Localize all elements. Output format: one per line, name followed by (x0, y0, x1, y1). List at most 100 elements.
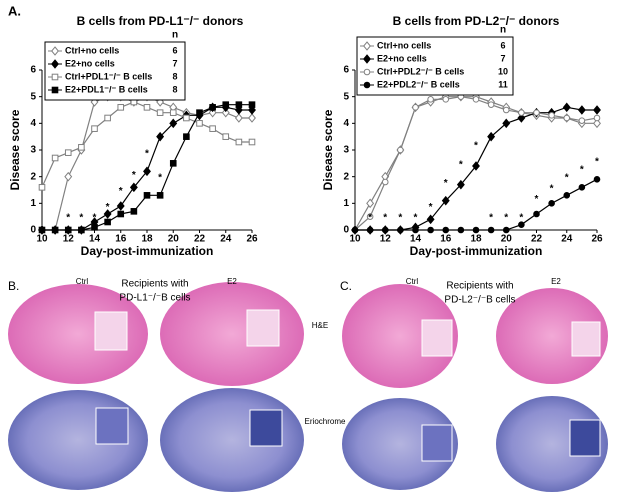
inset (246, 309, 280, 347)
legend-label: E2+PDL2⁻/⁻ B cells (377, 79, 460, 89)
y-tick-label: 0 (343, 225, 349, 236)
inset (249, 409, 283, 447)
x-tick-label: 20 (168, 234, 180, 245)
legend-n: 8 (172, 84, 177, 94)
marker (593, 114, 601, 122)
annotation: * (519, 213, 523, 224)
marker (248, 113, 256, 123)
y-tick-label: 1 (343, 198, 349, 209)
marker (457, 226, 465, 234)
tissue-image (342, 398, 458, 490)
annotation: * (145, 149, 149, 160)
marker (472, 96, 480, 103)
marker (64, 171, 73, 182)
marker (221, 107, 230, 118)
annotation: * (368, 213, 372, 224)
marker (117, 104, 125, 111)
marker (578, 117, 586, 124)
y-tick-label: 2 (343, 171, 349, 182)
x-axis-label: Day-post-immunization (410, 244, 543, 258)
y-tick-label: 0 (30, 225, 36, 236)
marker (533, 210, 540, 218)
marker (104, 218, 111, 226)
marker (235, 101, 243, 108)
x-tick-label: 24 (561, 234, 573, 245)
marker (518, 221, 525, 228)
marker (169, 109, 177, 116)
marker (381, 226, 389, 234)
legend-label: Ctrl+no cells (65, 45, 119, 55)
legend-label: E2+no cells (65, 58, 115, 68)
marker (593, 176, 601, 183)
marker (366, 213, 374, 220)
annotation: * (474, 141, 478, 152)
tissue-image (160, 282, 304, 386)
annotation: * (66, 213, 70, 224)
series-line (355, 178, 598, 231)
legend-label: Ctrl+no cells (377, 40, 431, 50)
marker (183, 114, 190, 122)
y-tick-label: 5 (30, 91, 36, 102)
legend-n: 7 (172, 58, 177, 68)
marker (593, 118, 601, 129)
tissue-image (8, 284, 148, 384)
histology-b (8, 282, 304, 492)
legend-label: Ctrl+PDL1⁻/⁻ B cells (65, 71, 152, 81)
tissue-image (342, 284, 458, 388)
histology-c (342, 284, 608, 492)
x-tick-label: 10 (349, 234, 361, 245)
annotation: * (106, 202, 110, 213)
annotation: * (383, 213, 387, 224)
legend-label: Ctrl+PDL2⁻/⁻ B cells (377, 66, 464, 76)
marker (196, 120, 203, 127)
marker (502, 118, 511, 129)
x-tick-label: 24 (220, 234, 232, 245)
marker (222, 133, 230, 140)
marker (563, 114, 571, 122)
caption: PD-L1⁻/⁻B cells (119, 293, 190, 304)
legend-label: E2+no cells (377, 53, 427, 63)
x-tick-label: 14 (410, 234, 422, 245)
marker (117, 210, 125, 218)
marker (78, 144, 85, 151)
marker (64, 226, 72, 234)
caption: Recipients with (446, 281, 513, 292)
marker (78, 226, 85, 234)
marker (208, 107, 217, 118)
x-tick-label: 16 (115, 234, 127, 245)
marker (381, 178, 389, 186)
legend-n-header: n (172, 30, 178, 41)
annotation: * (580, 165, 584, 176)
x-tick-label: 12 (63, 234, 75, 245)
panel-label: C. (340, 279, 352, 293)
marker (593, 105, 601, 115)
marker (196, 109, 203, 116)
marker (248, 105, 256, 115)
marker (548, 200, 555, 207)
marker (487, 101, 495, 108)
marker (116, 201, 125, 211)
legend-marker (51, 59, 59, 69)
y-tick-label: 2 (30, 171, 36, 182)
marker (487, 226, 495, 234)
marker (472, 226, 480, 234)
legend-marker (363, 81, 371, 89)
marker (156, 192, 164, 199)
annotation: * (119, 186, 123, 197)
legend-n: 8 (172, 71, 177, 81)
marker (472, 161, 480, 171)
marker (397, 226, 404, 234)
marker (143, 166, 151, 177)
stain-label: Eriochrome (305, 417, 346, 426)
marker (442, 226, 450, 234)
y-tick-label: 4 (30, 118, 36, 129)
series-line (42, 96, 252, 231)
inset (421, 424, 453, 462)
y-tick-label: 1 (30, 198, 36, 209)
marker (209, 125, 216, 132)
annotation: * (398, 213, 402, 224)
marker (578, 184, 586, 191)
marker (222, 101, 230, 108)
marker (427, 96, 434, 103)
